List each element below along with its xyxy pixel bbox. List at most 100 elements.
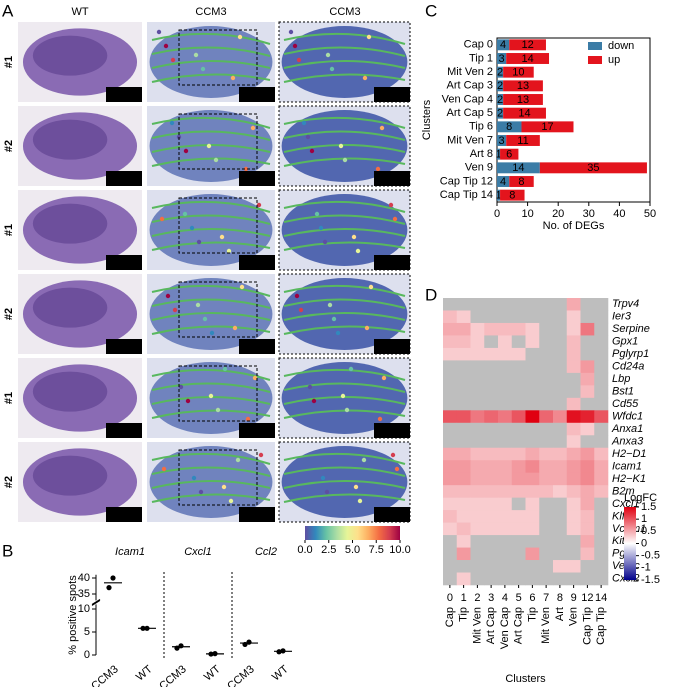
heatmap-cell: [511, 372, 526, 386]
y-tick-label: Cap Tip 12: [440, 175, 493, 187]
bar-segment: [497, 107, 504, 119]
spot: [390, 452, 396, 458]
heatmap-cell: [484, 310, 499, 324]
bar-segment: [497, 66, 504, 78]
heatmap-cell: [539, 360, 554, 374]
axis-break: [91, 598, 101, 606]
spot: [292, 43, 298, 49]
value-label: 8: [506, 121, 512, 133]
value-label: 11: [517, 135, 528, 147]
heatmap-cell: [456, 372, 471, 386]
heatmap-cell: [498, 435, 513, 449]
heatmap-cell: [594, 460, 609, 473]
heatmap-cell: [484, 572, 499, 586]
x-tick-label: CCM3: [157, 663, 189, 687]
column-name: Mit Ven: [471, 607, 483, 644]
heatmap-cell: [498, 485, 513, 498]
row-label: Anxa1: [611, 423, 643, 435]
row-label: Ier3: [612, 311, 632, 323]
heatmap-cell: [553, 335, 568, 349]
tissue-image: Ccl2: [147, 358, 275, 438]
heatmap-cell: [525, 547, 540, 561]
heatmap-cell: [511, 522, 526, 536]
heatmap-cell: [539, 397, 554, 411]
spot: [228, 498, 234, 504]
bar-segment: [497, 80, 504, 92]
heatmap-cell: [525, 522, 540, 536]
gene-label: Cxcl1: [244, 257, 272, 269]
gene-label: Icam1: [377, 173, 407, 185]
heatmap-cell: [470, 360, 485, 374]
spot: [362, 75, 368, 81]
spot: [305, 134, 311, 140]
y-axis-label: % positive spots: [67, 575, 79, 655]
heatmap-cell: [594, 510, 609, 523]
spot: [195, 302, 201, 308]
spot: [320, 475, 326, 481]
column-header: CCM3: [329, 6, 360, 18]
y-tick-label: Art 8: [470, 148, 493, 160]
heatmap-cell: [539, 372, 554, 386]
heatmap-cell: [580, 522, 595, 536]
spot: [185, 398, 191, 404]
heatmap-cell: [470, 447, 485, 461]
heatmap-cell: [443, 510, 458, 523]
colorbar-tick-label: -1: [641, 562, 651, 574]
colorbar-tick-label: 7.5: [369, 544, 384, 556]
heatmap-cell: [511, 485, 526, 498]
heatmap-cell: [553, 472, 568, 486]
spot: [344, 407, 350, 413]
zoom-box: [178, 365, 258, 422]
x-tick-label: CCM3: [89, 663, 121, 687]
heatmap-cell: [470, 510, 485, 523]
tissue: [32, 455, 108, 496]
value-label: 13: [517, 94, 529, 106]
heatmap-cell: [498, 360, 513, 374]
value-label: 4: [500, 39, 506, 51]
heatmap-cell: [594, 335, 609, 349]
heatmap-cell: [511, 572, 526, 586]
spot: [318, 225, 324, 231]
heatmap-cell: [525, 497, 540, 511]
heatmap-cell: [553, 310, 568, 324]
heatmap-cell: [443, 447, 458, 461]
heatmap-cell: [539, 522, 554, 536]
x-tick-label: 50: [644, 208, 656, 220]
colorbar-tick-label: -1.5: [641, 574, 660, 586]
heatmap-cell: [498, 298, 513, 311]
bar-segment: [509, 176, 534, 187]
tissue-image: Ccl2: [147, 442, 275, 522]
value-label: 14: [521, 53, 533, 65]
heatmap-cell: [553, 447, 568, 461]
heatmap-cell: [511, 422, 526, 436]
row-label: Trpv4: [612, 298, 639, 310]
legend-swatch: [588, 56, 602, 64]
heatmap-cell: [470, 422, 485, 436]
heatmap-cell: [580, 535, 595, 548]
row-label: #1: [3, 56, 15, 68]
layer: [151, 116, 271, 129]
heatmap-cell: [525, 572, 540, 586]
panel-label: A: [2, 1, 14, 20]
y-axis-label: Clusters: [421, 99, 433, 140]
heatmap-cell: [553, 322, 568, 336]
heatmap-cell: [456, 485, 471, 498]
column-header: WT: [71, 6, 88, 18]
legend-swatch: [588, 42, 602, 50]
zoom-box: [178, 113, 258, 170]
heatmap-cell: [498, 347, 513, 361]
heatmap-cell: [443, 372, 458, 386]
heatmap-cell: [594, 298, 609, 311]
heatmap-cell: [484, 522, 499, 536]
spot: [256, 202, 262, 208]
tissue-image: Icam1: [18, 106, 142, 186]
row-label: Gpx1: [612, 336, 638, 348]
heatmap-cell: [443, 310, 458, 324]
spot: [208, 393, 214, 399]
gene-label-bg: [239, 423, 275, 438]
column-name: Cap Tip: [581, 607, 593, 645]
layer: [151, 284, 271, 297]
column-name: Tip: [526, 607, 538, 622]
tissue: [32, 203, 108, 244]
heatmap-cell: [498, 547, 513, 561]
